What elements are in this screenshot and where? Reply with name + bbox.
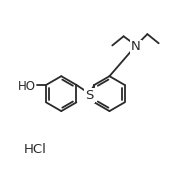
Text: S: S [85,89,94,102]
Text: HO: HO [18,80,36,93]
Text: HCl: HCl [24,143,47,156]
Text: N: N [131,40,141,53]
